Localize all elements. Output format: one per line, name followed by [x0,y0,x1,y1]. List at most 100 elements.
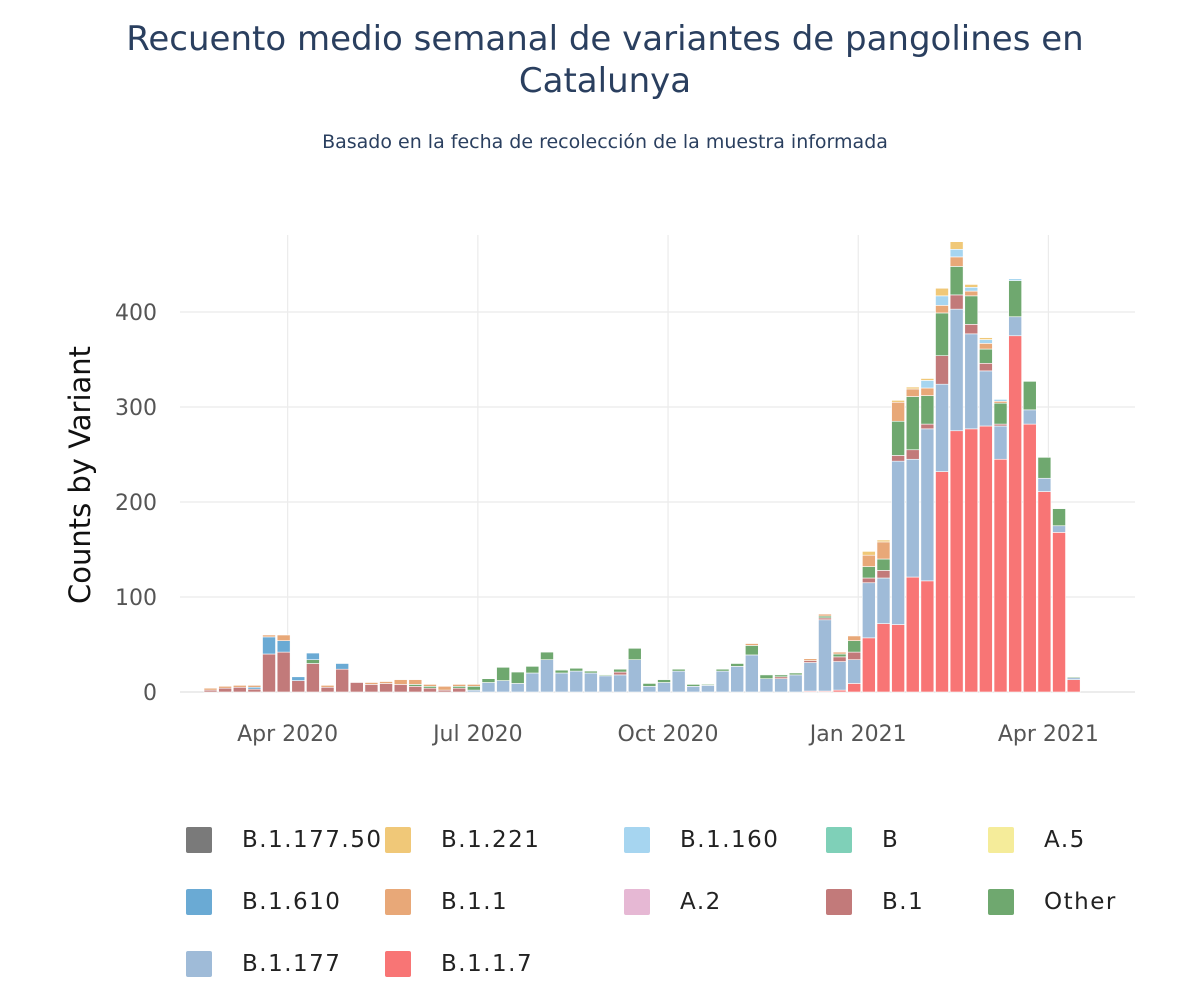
bar-segment-other[interactable] [715,668,730,672]
bar-segment-b-1-177[interactable] [876,577,891,624]
legend-item[interactable]: B.1.177.50 [186,820,383,860]
bar-segment-b-1-1-7[interactable] [1037,491,1052,693]
bar-segment-other[interactable] [788,672,803,676]
bar-segment-other[interactable] [774,674,788,678]
legend-item[interactable]: B [826,820,899,860]
bar-segment-other[interactable] [671,668,686,672]
bar-segment-b-1-177[interactable] [993,425,1008,460]
legend-item[interactable]: B.1 [826,882,924,922]
bar-segment-b-1-1[interactable] [979,343,993,350]
bar-segment-b-1-1-7[interactable] [993,458,1008,693]
bar-segment-other[interactable] [905,396,920,451]
bar-segment-b-1-1[interactable] [218,685,232,689]
bar-segment-b-1-1[interactable] [276,634,291,641]
bar-segment-b-1[interactable] [247,688,262,693]
bar-segment-b-1[interactable] [979,362,993,372]
bar-segment-b-1-177[interactable] [774,678,788,693]
legend-item[interactable]: B.1.1.7 [385,944,533,984]
bar-segment-b-1-1[interactable] [920,387,935,396]
bar-segment-b-1[interactable] [613,671,627,676]
bar-segment-b-1-610[interactable] [276,640,291,653]
bar-segment-b-1-177[interactable] [935,383,949,472]
bar-segment-other[interactable] [891,420,905,456]
bar-segment-b-1-1[interactable] [949,256,964,267]
bar-segment-b-1-177[interactable] [891,460,905,625]
bar-segment-b-1-221[interactable] [964,284,979,288]
bar-segment-b-1-177[interactable] [862,582,876,639]
legend-item[interactable]: B.1.177 [186,944,341,984]
bar-segment-b-1[interactable] [379,683,393,693]
bar-segment-b-1-1[interactable] [423,684,437,687]
bar-segment-other[interactable] [657,679,671,683]
bar-segment-other[interactable] [920,395,935,425]
bar-segment-b-1-1[interactable] [964,290,979,297]
bar-segment-b-1-610[interactable] [306,652,320,660]
bar-segment-b-1-160[interactable] [1008,278,1022,281]
bar-segment-b-1-1-7[interactable] [862,637,876,693]
bar-segment-b-1-221[interactable] [905,386,920,390]
bar-segment-b-1[interactable] [935,355,949,385]
bar-segment-b-1[interactable] [291,680,306,693]
bar-segment-b-1[interactable] [349,682,364,693]
bar-segment-other[interactable] [496,666,510,681]
bar-segment-b-1-1[interactable] [320,685,335,688]
bar-segment-b-1[interactable] [920,423,935,430]
bar-segment-b-1[interactable] [891,455,905,462]
legend-item[interactable]: B.1.610 [186,882,341,922]
bar-segment-other[interactable] [949,266,964,296]
bar-segment-b-1-177[interactable] [657,682,671,693]
bar-segment-b-1-177[interactable] [627,659,642,693]
bar-segment-other[interactable] [510,671,525,684]
bar-segment-other[interactable] [759,674,774,680]
bar-segment-b-1[interactable] [276,651,291,693]
bar-segment-b-1-1[interactable] [203,687,218,691]
bar-segment-b-1-610[interactable] [291,676,306,681]
bar-segment-b-1-1-7[interactable] [1022,423,1037,693]
bar-segment-b-1-160[interactable] [920,380,935,389]
bar-segment-b-1-177[interactable] [818,619,832,692]
bar-segment-b-1-177[interactable] [979,370,993,427]
bar-segment-b-1-177[interactable] [671,670,686,693]
bar-segment-b-1-177[interactable] [1052,525,1066,533]
bar-segment-other[interactable] [1008,280,1022,318]
bar-segment-other[interactable] [832,653,847,658]
bar-segment-b-1-221[interactable] [935,287,949,297]
bar-segment-b-1[interactable] [832,656,847,662]
bar-segment-b-1-177[interactable] [540,659,554,693]
bar-segment-b-1[interactable] [364,684,379,693]
bar-segment-b-1-1[interactable] [232,685,247,688]
bar-segment-other[interactable] [862,566,876,579]
bar-segment-other[interactable] [467,685,481,691]
bar-segment-b-1-1[interactable] [935,305,949,314]
bar-segment-b-1-221[interactable] [949,241,964,250]
legend-item[interactable]: B.1.221 [385,820,540,860]
bar-segment-other[interactable] [481,678,496,683]
bar-segment-b-1-1-7[interactable] [1008,335,1022,693]
bar-segment-b-1[interactable] [335,668,349,693]
bar-segment-other[interactable] [935,312,949,357]
bar-segment-other[interactable] [627,647,642,660]
bar-segment-other[interactable] [554,669,569,674]
bar-segment-b-1-1[interactable] [408,679,423,685]
bar-segment-b-1-160[interactable] [949,249,964,258]
bar-segment-b-1-1[interactable] [452,684,467,687]
bar-segment-other[interactable] [569,667,584,672]
bar-segment-b-1-160[interactable] [993,399,1008,402]
bar-segment-b-1[interactable] [306,663,320,693]
bar-segment-b-1[interactable] [320,686,335,693]
bar-segment-b-1-177[interactable] [496,680,510,693]
bar-segment-b-1-1[interactable] [862,554,876,567]
bar-segment-b-1-221[interactable] [920,378,935,381]
bar-segment-b-1[interactable] [452,687,467,693]
bar-segment-b-1-1-7[interactable] [891,624,905,693]
legend-item[interactable]: A.5 [988,820,1086,860]
bar-segment-b-1-177[interactable] [598,675,613,693]
bar-segment-b-1-177[interactable] [1008,316,1022,337]
bar-segment-b-1[interactable] [905,449,920,460]
legend-item[interactable]: Other [988,882,1117,922]
bar-segment-other[interactable] [525,666,540,674]
bar-segment-b-1-1[interactable] [247,685,262,688]
bar-segment-b-1-1[interactable] [467,684,481,687]
bar-segment-other[interactable] [847,640,862,653]
bar-segment-b-1-177[interactable] [569,670,584,693]
